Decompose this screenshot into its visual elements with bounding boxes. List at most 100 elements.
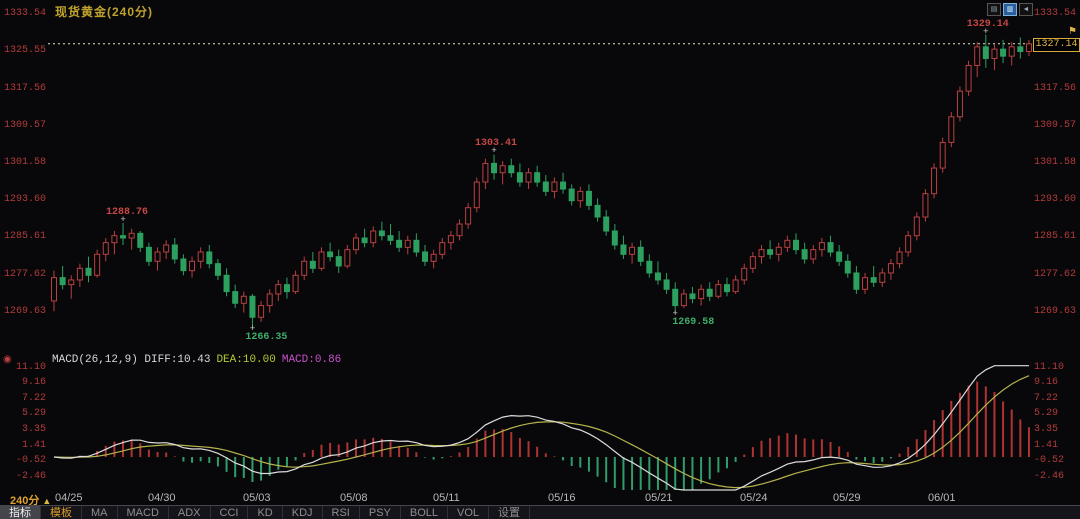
candle-body xyxy=(137,232,144,248)
candle-body xyxy=(767,249,774,255)
macd-axis-label: -0.52 xyxy=(1034,455,1065,466)
candle-body xyxy=(939,141,946,169)
timeframe-selector[interactable]: 240分 ▲ xyxy=(10,492,51,508)
candle-body xyxy=(318,251,325,269)
candle-body xyxy=(301,260,308,276)
candle-body xyxy=(240,295,247,304)
macd-axis-label: 7.22 xyxy=(21,393,46,404)
price-axis-label: 1277.62 xyxy=(3,269,46,280)
candle-body xyxy=(741,267,748,281)
price-axis-label: 1317.56 xyxy=(3,83,46,94)
extreme-marker-icon: + xyxy=(249,324,256,335)
date-tick-label: 05/16 xyxy=(548,492,576,504)
candle-body xyxy=(456,223,463,237)
toolbar-item[interactable]: MA xyxy=(82,506,118,519)
symbol-title: 现货黄金(240分) xyxy=(55,5,154,19)
alert-sound-icon[interactable]: ◄ xyxy=(1019,3,1033,16)
candle-body xyxy=(249,295,256,318)
candle-body xyxy=(516,172,523,183)
candle-body xyxy=(775,246,782,255)
toolbar-item[interactable]: RSI xyxy=(323,506,360,519)
candle-body xyxy=(585,190,592,206)
price-annotation: 1269.58 xyxy=(672,317,715,329)
candle-body xyxy=(870,277,877,283)
macd-dea-line xyxy=(53,375,1030,489)
toolbar-item[interactable]: 模板 xyxy=(41,506,82,519)
toolbar-item[interactable]: KD xyxy=(248,506,283,519)
candle-body xyxy=(76,267,83,281)
candle-body xyxy=(180,258,187,272)
candle-body xyxy=(68,279,75,286)
price-axis-label: 1309.57 xyxy=(1034,120,1077,131)
candle-body xyxy=(94,253,101,276)
candle-body xyxy=(396,239,403,248)
candle-body xyxy=(387,235,394,241)
candle-body xyxy=(603,216,610,232)
price-axis-label: 1317.56 xyxy=(1034,83,1077,94)
macd-axis-label: 1.41 xyxy=(21,440,46,451)
candle-body xyxy=(560,181,567,190)
candle-body xyxy=(1025,43,1032,52)
toolbar-item[interactable]: PSY xyxy=(360,506,401,519)
candle-body xyxy=(370,230,377,244)
toolbar-item[interactable]: BOLL xyxy=(401,506,449,519)
candle-body xyxy=(844,260,851,274)
panel-layout-icon[interactable]: ▤ xyxy=(987,3,1001,16)
toolbar-item[interactable]: 指标 xyxy=(0,506,41,519)
candle-body xyxy=(447,235,454,244)
toolbar-item[interactable]: ADX xyxy=(169,506,211,519)
macd-layer xyxy=(53,365,1030,491)
candle-body xyxy=(629,246,636,255)
candle-body xyxy=(948,116,955,143)
candle-body xyxy=(508,165,515,174)
candle-body xyxy=(422,251,429,262)
candle-body xyxy=(594,204,601,218)
indicator-settings-icon[interactable]: ◉ xyxy=(3,354,12,365)
candle-body xyxy=(189,260,196,272)
current-price-box[interactable]: 1327.14 xyxy=(1033,38,1080,52)
candle-body xyxy=(197,251,204,262)
candle-body xyxy=(784,239,791,248)
toolbar-item[interactable]: MACD xyxy=(118,506,169,519)
candle-body xyxy=(309,260,316,269)
macd-axis-label: -0.52 xyxy=(15,455,46,466)
candle-body xyxy=(620,244,627,255)
date-tick-label: 05/11 xyxy=(433,492,460,504)
toolbar-item[interactable]: CCI xyxy=(211,506,249,519)
candle-body xyxy=(991,48,998,59)
candle-body xyxy=(956,90,963,118)
macd-axis-label: 5.29 xyxy=(21,408,46,419)
candle-body xyxy=(206,251,213,265)
candle-body xyxy=(646,260,653,274)
candle-body xyxy=(827,242,834,253)
candle-body xyxy=(275,284,282,295)
macd-axis-label: 3.35 xyxy=(21,424,46,435)
toolbar-item[interactable]: 设置 xyxy=(489,506,531,519)
candle-body xyxy=(120,235,127,239)
toolbar-item[interactable]: KDJ xyxy=(283,506,323,519)
candle-body xyxy=(534,172,541,183)
candle-body xyxy=(491,162,498,174)
candle-body xyxy=(111,235,118,244)
price-axis-label: 1301.58 xyxy=(3,157,46,168)
candle-body xyxy=(758,249,765,258)
extreme-marker-icon: + xyxy=(120,214,126,225)
price-axis-label: 1309.57 xyxy=(3,120,46,131)
candle-body xyxy=(499,165,506,174)
candle-body xyxy=(551,181,558,192)
candlestick-mode-icon[interactable]: ▥ xyxy=(1003,3,1017,16)
date-tick-label: 05/08 xyxy=(340,492,368,504)
candle-body xyxy=(715,284,722,297)
macd-header: MACD(26,12,9) DIFF:10.43 DEA:10.00 MACD:0.… xyxy=(52,354,347,366)
candle-body xyxy=(663,279,670,290)
price-flag-icon: ⚑ xyxy=(1068,26,1077,37)
price-axis-label: 1333.54 xyxy=(1034,8,1077,19)
candle-body xyxy=(922,193,929,218)
price-annotation: 1329.14 xyxy=(966,18,1009,30)
candle-body xyxy=(102,242,109,255)
date-tick-label: 06/01 xyxy=(928,492,956,504)
toolbar-item[interactable]: VOL xyxy=(448,506,490,519)
candle-body xyxy=(1017,46,1024,52)
candle-body xyxy=(232,291,239,304)
